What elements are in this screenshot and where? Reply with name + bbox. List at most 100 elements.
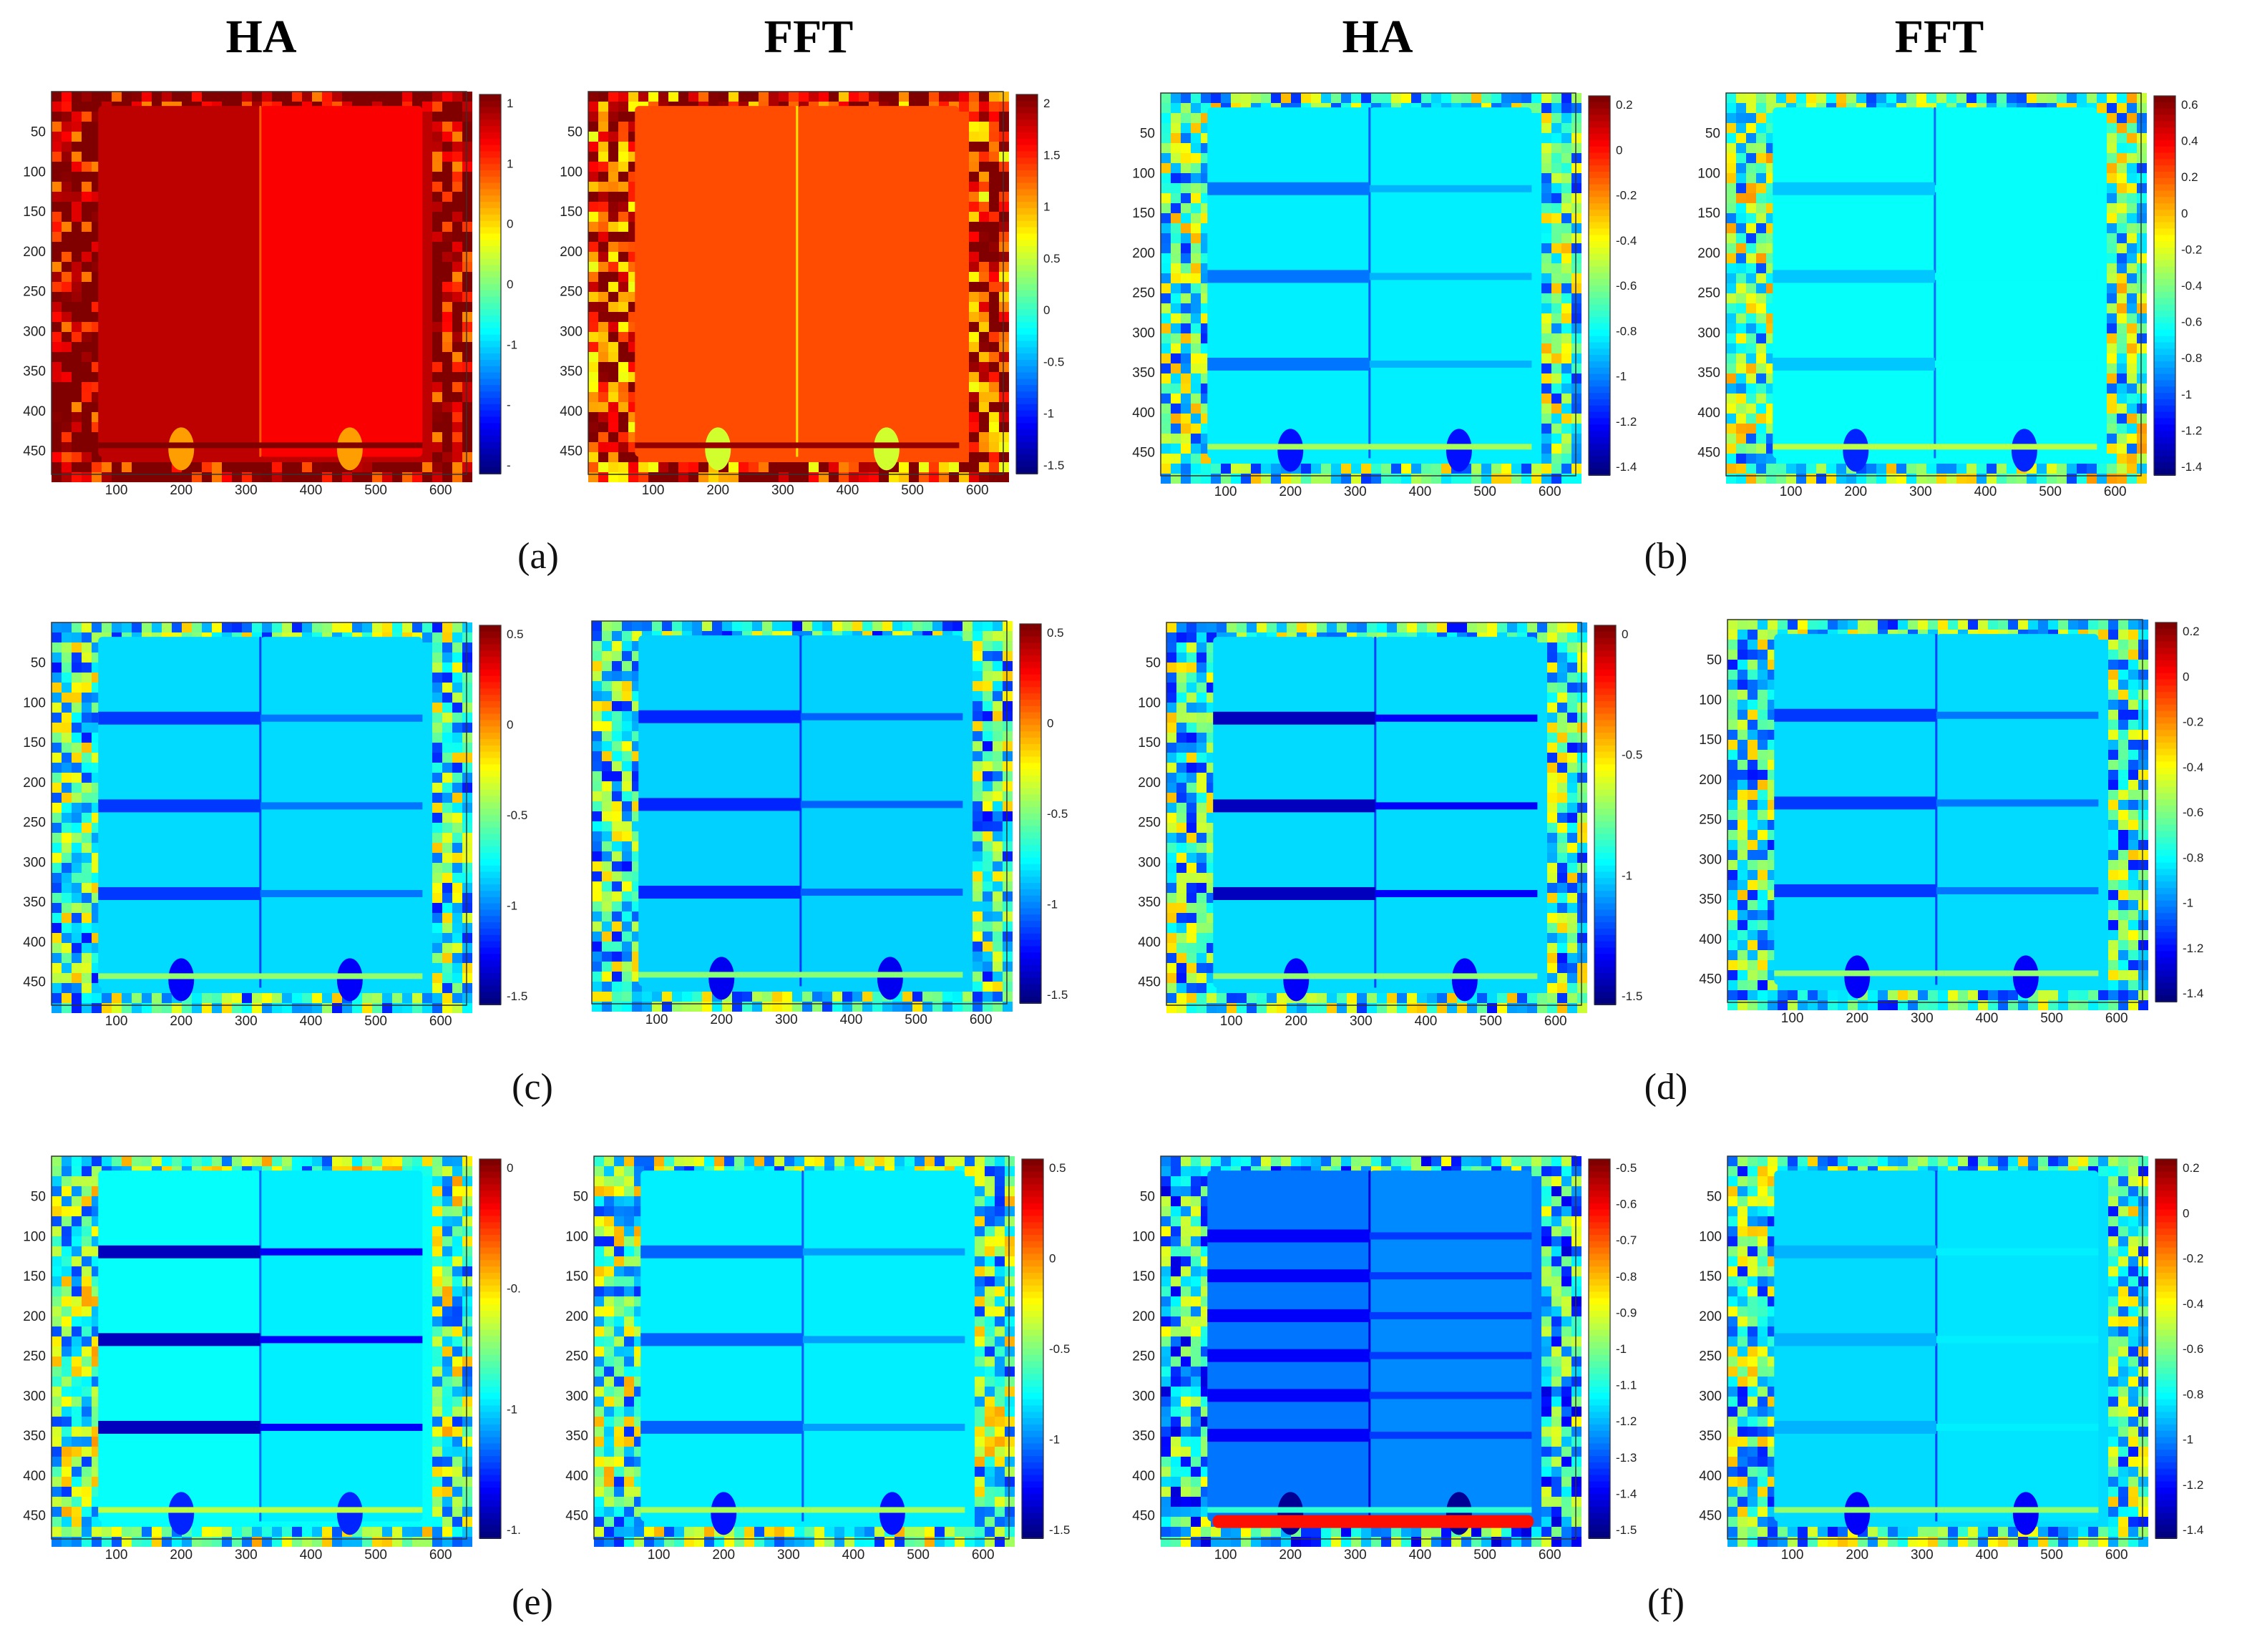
colorbar-frame: [479, 94, 502, 474]
colorbar-segment: [1016, 246, 1038, 253]
bottom-edge-strip: [98, 442, 423, 449]
colorbar-segment: [2155, 824, 2177, 832]
y-tick-label: 450: [560, 444, 583, 459]
colorbar-segment: [2155, 1216, 2177, 1223]
colorbar-segment: [1589, 1336, 1610, 1344]
colorbar-segment: [2155, 1481, 2177, 1489]
clamp-feature: [336, 427, 363, 471]
colorbar-segment: [479, 1247, 501, 1255]
colorbar-tick-label: -1: [1043, 407, 1054, 421]
y-tick-label: 200: [1697, 246, 1720, 261]
colorbar-segment: [1589, 114, 1610, 122]
y-tick-label: 150: [23, 205, 46, 220]
specimen-right-plate: [260, 1170, 423, 1522]
colorbar-segment: [479, 1253, 501, 1261]
specimen-right-plate: [802, 1170, 965, 1522]
colorbar-segment: [1020, 642, 1041, 650]
y-tick-label: 350: [1132, 366, 1155, 381]
y-tick-label: 150: [1132, 206, 1155, 221]
heatmap-panel-f-fft: 100 200 300 400 500 600 50 100 150 200 250 300 350 40…: [1690, 1149, 2234, 1607]
colorbar-segment: [479, 176, 501, 184]
colorbar-segment: [479, 1349, 501, 1356]
bottom-edge-strip: [1773, 444, 2097, 450]
colorbar-segment: [479, 637, 501, 645]
x-tick-label: 300: [775, 1012, 798, 1027]
colorbar-segment: [2155, 1247, 2177, 1255]
colorbar-tick-label: 0.5: [1047, 626, 1064, 640]
colorbar-segment: [1589, 336, 1610, 343]
x-tick-label: 100: [648, 1548, 671, 1563]
colorbar-segment: [479, 1367, 501, 1375]
colorbar-segment: [479, 100, 501, 108]
colorbar-segment: [2154, 165, 2175, 172]
axes-frame: [1160, 92, 1576, 476]
colorbar-segment: [479, 378, 501, 386]
colorbar-tick-label: -1: [1047, 898, 1058, 911]
x-tick-label: 600: [429, 1548, 452, 1563]
colorbar-segment: [2154, 102, 2175, 109]
colorbar-segment: [2155, 1349, 2177, 1356]
colorbar-segment: [2155, 856, 2177, 864]
bottom-edge-strip: [640, 1507, 965, 1513]
colorbar-segment: [479, 258, 501, 266]
colorbar-tick-label: -0.8: [2181, 351, 2202, 365]
colorbar-segment: [1594, 688, 1616, 696]
colorbar-segment: [1589, 355, 1610, 362]
colorbar-segment: [479, 701, 501, 708]
colorbar-tick-label: 0: [2181, 207, 2188, 220]
axes-frame: [51, 1155, 467, 1540]
x-tick-label: 200: [710, 1012, 733, 1027]
colorbar-segment: [2154, 342, 2175, 350]
heatmap-svg: 100 200 300 400 500 600 50 100 150 200 250 300 350 40…: [1132, 92, 1637, 499]
colorbar-segment: [1589, 152, 1610, 160]
colorbar-segment: [1022, 1387, 1043, 1394]
defect-band-left: [640, 1245, 803, 1258]
colorbar-segment: [479, 846, 501, 854]
colorbar-segment: [2155, 906, 2177, 914]
colorbar-segment: [2154, 140, 2175, 147]
colorbar-segment: [2155, 698, 2177, 705]
x-tick-label: 100: [1214, 1548, 1237, 1563]
y-tick-label: 100: [23, 165, 46, 180]
colorbar-segment: [1016, 208, 1038, 215]
colorbar-segment: [479, 821, 501, 829]
caption-f: (f): [1647, 1582, 1685, 1623]
colorbar-segment: [1589, 253, 1610, 261]
colorbar-segment: [2154, 449, 2175, 457]
colorbar-segment: [1020, 769, 1041, 776]
colorbar-segment: [1022, 1291, 1043, 1299]
x-tick-label: 200: [1285, 1014, 1307, 1029]
colorbar-segment: [479, 1392, 501, 1400]
defect-band-left: [1213, 711, 1375, 725]
colorbar-segment: [1020, 997, 1041, 1004]
colorbar-tick-label: -0.8: [1616, 324, 1637, 338]
y-tick-label: 150: [1697, 206, 1720, 221]
colorbar-segment: [1016, 441, 1038, 449]
colorbar-segment: [2155, 1525, 2177, 1533]
colorbar-segment: [1589, 165, 1610, 172]
colorbar-segment: [2155, 748, 2177, 756]
colorbar-segment: [2155, 900, 2177, 908]
heatmap-noise-border: [52, 92, 472, 482]
colorbar-segment: [2155, 1456, 2177, 1463]
colorbar-segment: [1016, 126, 1038, 133]
colorbar-segment: [2154, 273, 2175, 280]
colorbar-segment: [1016, 303, 1038, 311]
colorbar-segment: [1589, 102, 1610, 109]
specimen-right-plate: [1369, 107, 1532, 459]
colorbar-segment: [2154, 298, 2175, 306]
colorbar-segment: [2155, 1437, 2177, 1445]
colorbar-segment: [1589, 298, 1610, 306]
colorbar-segment: [1589, 1456, 1610, 1463]
colorbar-segment: [2155, 1273, 2177, 1280]
colorbar-segment: [1594, 878, 1616, 886]
colorbar-segment: [1016, 284, 1038, 291]
defect-band-left: [98, 1245, 260, 1258]
colorbar-segment: [479, 164, 501, 171]
colorbar-tick-label: -0.9: [1616, 1306, 1637, 1319]
y-tick-label: 200: [23, 1309, 46, 1324]
y-tick-label: 100: [1697, 166, 1720, 181]
colorbar-segment: [2155, 1203, 2177, 1211]
colorbar-segment: [1016, 278, 1038, 285]
colorbar-segment: [2155, 793, 2177, 801]
